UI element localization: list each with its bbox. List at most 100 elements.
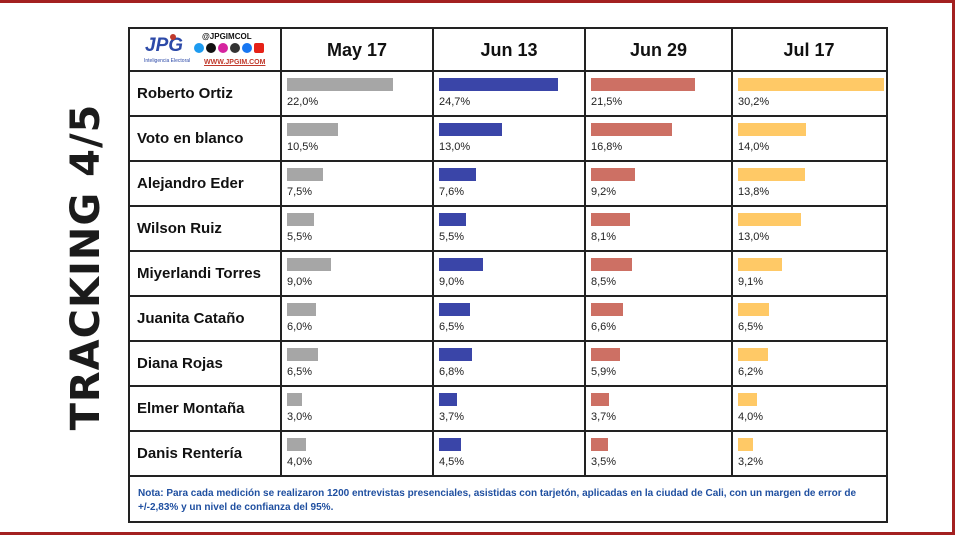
bar-jun-13 xyxy=(439,213,466,226)
row-divider xyxy=(130,160,886,162)
bar-jun-13 xyxy=(439,78,559,91)
row-divider xyxy=(130,295,886,297)
row-divider xyxy=(130,385,886,387)
logo-handle: @JPGIMCOL xyxy=(202,32,252,41)
value-label: 6,6% xyxy=(591,321,617,333)
logo-tagline: Inteligencia Electoral xyxy=(144,58,191,64)
twitter-icon xyxy=(194,43,204,53)
value-label: 5,9% xyxy=(591,366,617,378)
value-label: 6,8% xyxy=(439,366,465,378)
bar-may-17 xyxy=(287,78,394,91)
value-label: 5,5% xyxy=(439,231,465,243)
column-divider xyxy=(731,29,733,476)
bar-jun-13 xyxy=(439,258,483,271)
value-label: 9,1% xyxy=(738,276,764,288)
value-label: 6,0% xyxy=(287,321,313,333)
value-label: 13,0% xyxy=(738,231,770,243)
row-divider xyxy=(130,250,886,252)
bar-may-17 xyxy=(287,438,307,451)
value-label: 8,1% xyxy=(591,231,617,243)
bar-jul-17 xyxy=(738,123,806,136)
bar-jul-17 xyxy=(738,438,754,451)
value-label: 22,0% xyxy=(287,96,319,108)
bar-jun-29 xyxy=(591,78,695,91)
value-label: 5,5% xyxy=(287,231,313,243)
tracking-table: JPG Inteligencia Electoral @JPGIMCOL WWW… xyxy=(128,27,888,523)
bar-jun-13 xyxy=(439,303,471,316)
candidate-label: Miyerlandi Torres xyxy=(137,265,261,282)
column-header: Jun 13 xyxy=(480,40,538,60)
bar-jun-29 xyxy=(591,438,608,451)
bar-may-17 xyxy=(287,213,314,226)
column-header: Jul 17 xyxy=(783,40,835,60)
value-label: 10,5% xyxy=(287,141,319,153)
column-divider xyxy=(432,29,434,476)
bar-may-17 xyxy=(287,303,316,316)
tiktok-icon xyxy=(206,43,216,53)
bar-may-17 xyxy=(287,258,331,271)
value-label: 3,7% xyxy=(591,411,617,423)
bar-jun-29 xyxy=(591,168,636,181)
value-label: 30,2% xyxy=(738,96,770,108)
value-label: 13,8% xyxy=(738,186,770,198)
bar-jun-13 xyxy=(439,438,461,451)
microphone-icon xyxy=(170,34,176,40)
candidate-label: Elmer Montaña xyxy=(137,400,245,417)
value-label: 3,0% xyxy=(287,411,313,423)
value-label: 6,2% xyxy=(738,366,764,378)
value-label: 3,2% xyxy=(738,456,764,468)
row-divider xyxy=(130,115,886,117)
column-divider xyxy=(584,29,586,476)
value-label: 7,5% xyxy=(287,186,313,198)
bar-jun-13 xyxy=(439,123,502,136)
bar-jul-17 xyxy=(738,213,801,226)
value-label: 9,2% xyxy=(591,186,617,198)
value-label: 4,0% xyxy=(738,411,764,423)
methodology-note: Nota: Para cada medición se realizaron 1… xyxy=(138,488,857,513)
bar-may-17 xyxy=(287,393,302,406)
bar-jun-13 xyxy=(439,168,476,181)
value-label: 9,0% xyxy=(287,276,313,288)
bar-jul-17 xyxy=(738,348,768,361)
bar-jun-29 xyxy=(591,123,673,136)
bar-jun-29 xyxy=(591,348,620,361)
value-label: 8,5% xyxy=(591,276,617,288)
candidate-label: Danis Rentería xyxy=(137,445,243,462)
logo-website: WWW.JPGIM.COM xyxy=(204,59,266,66)
column-divider xyxy=(280,29,282,476)
candidate-label: Alejandro Eder xyxy=(137,175,244,192)
candidate-label: Juanita Cataño xyxy=(137,310,245,327)
bar-jul-17 xyxy=(738,303,770,316)
instagram-icon xyxy=(218,43,228,53)
column-header: May 17 xyxy=(326,40,388,60)
value-label: 14,0% xyxy=(738,141,770,153)
value-label: 4,0% xyxy=(287,456,313,468)
value-label: 6,5% xyxy=(287,366,313,378)
facebook-icon xyxy=(242,43,252,53)
value-label: 9,0% xyxy=(439,276,465,288)
bar-jul-17 xyxy=(738,258,782,271)
top-border xyxy=(0,0,955,3)
value-label: 6,5% xyxy=(439,321,465,333)
value-label: 6,5% xyxy=(738,321,764,333)
value-label: 3,7% xyxy=(439,411,465,423)
threads-icon xyxy=(230,43,240,53)
bar-may-17 xyxy=(287,348,319,361)
column-header: Jun 29 xyxy=(629,40,688,60)
row-divider xyxy=(130,430,886,432)
bar-jun-13 xyxy=(439,348,472,361)
right-border xyxy=(952,0,955,535)
tracking-title: TRACKING 4/5 xyxy=(63,103,109,431)
bar-jun-29 xyxy=(591,258,633,271)
bar-jul-17 xyxy=(738,393,758,406)
candidate-label: Wilson Ruiz xyxy=(137,220,222,237)
value-label: 21,5% xyxy=(591,96,623,108)
value-label: 13,0% xyxy=(439,141,471,153)
bar-jun-13 xyxy=(439,393,457,406)
row-divider xyxy=(130,70,886,72)
bar-jun-29 xyxy=(591,213,631,226)
youtube-icon xyxy=(254,43,264,53)
candidate-label: Diana Rojas xyxy=(137,355,223,372)
value-label: 16,8% xyxy=(591,141,623,153)
value-label: 3,5% xyxy=(591,456,617,468)
